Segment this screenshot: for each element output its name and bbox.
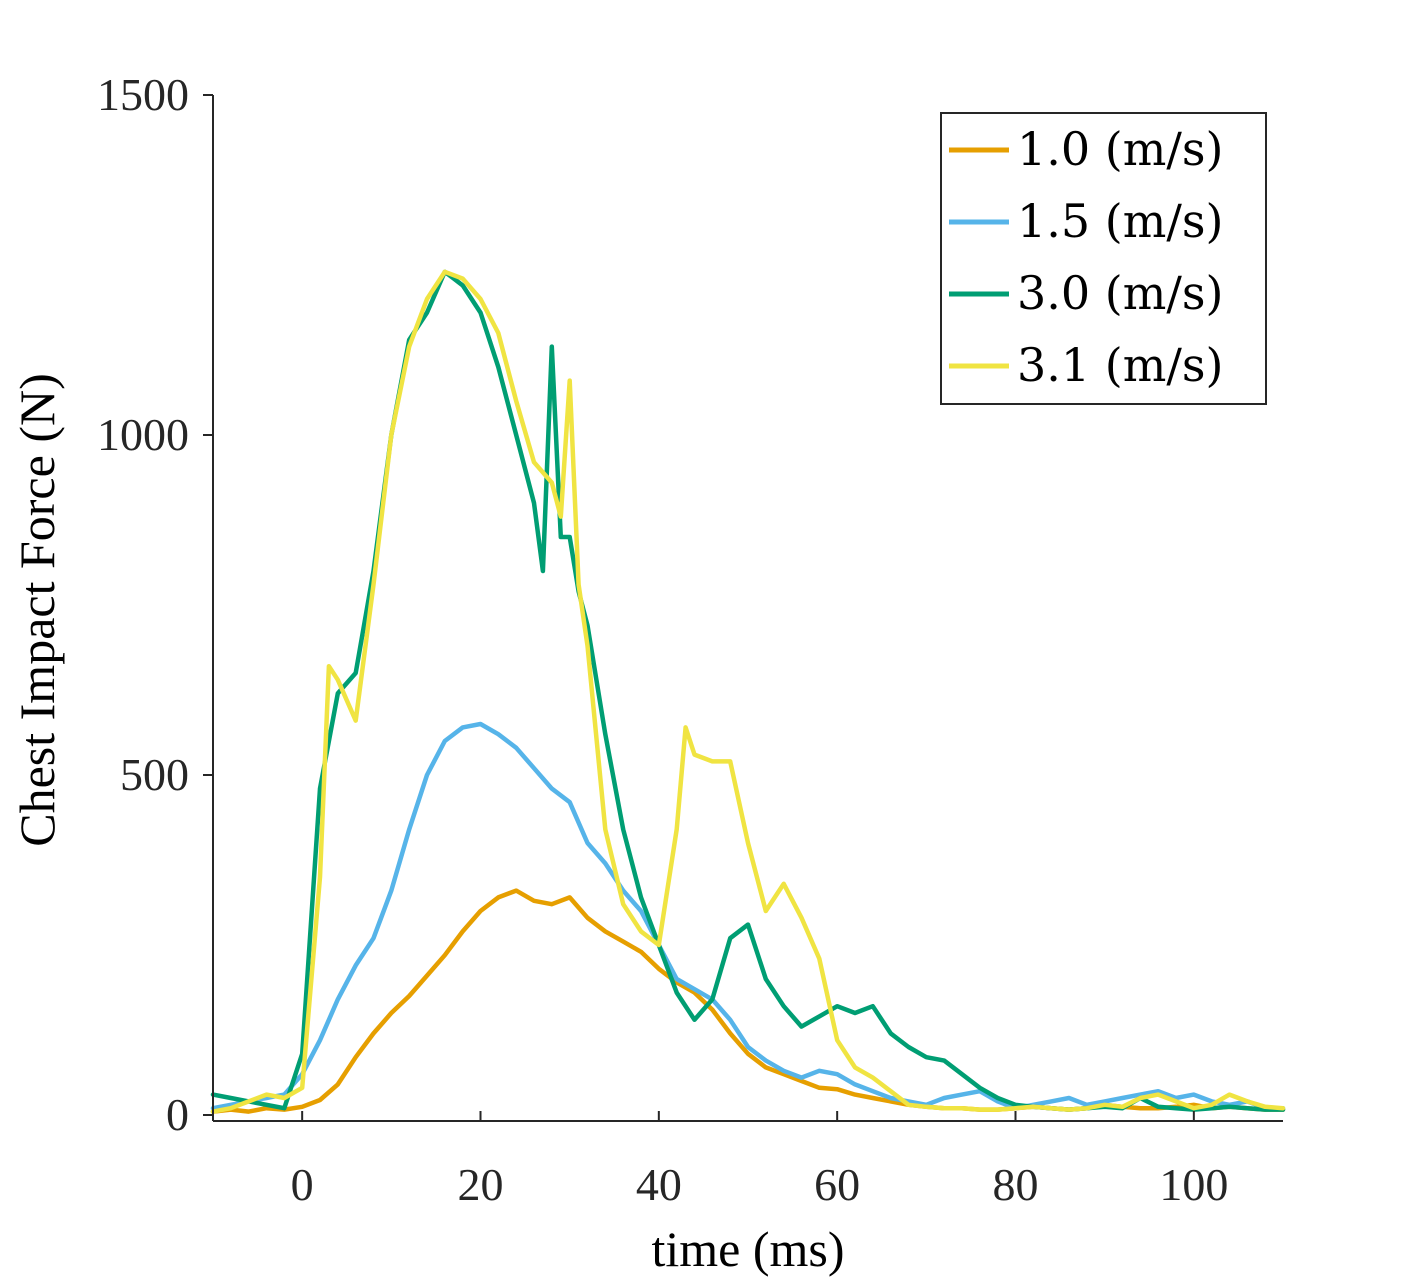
x-tick-label: 40 <box>636 1159 682 1210</box>
x-tick-label: 20 <box>458 1159 504 1210</box>
legend-label: 3.1 (m/s) <box>1017 338 1223 392</box>
legend-label: 3.0 (m/s) <box>1017 266 1223 320</box>
y-tick-label: 1000 <box>97 409 189 460</box>
y-tick-label: 1500 <box>97 69 189 120</box>
series-line-2 <box>210 721 1286 1111</box>
x-axis-title: time (ms) <box>651 1221 844 1277</box>
y-axis: 0 500 1000 1500 <box>97 69 214 1140</box>
x-axis: 0 20 40 60 80 100 <box>213 1111 1283 1210</box>
x-tick-label: 0 <box>291 1159 314 1210</box>
x-tick-label: 80 <box>993 1159 1039 1210</box>
legend-box <box>940 112 1267 405</box>
plot-series <box>210 269 1286 1114</box>
y-tick-label: 0 <box>166 1089 189 1140</box>
legend: 1.0 (m/s) 1.5 (m/s) 3.0 (m/s) 3.1 (m/s) <box>940 112 1267 405</box>
legend-label: 1.5 (m/s) <box>1017 194 1223 248</box>
legend-label: 1.0 (m/s) <box>1017 122 1223 176</box>
x-tick-label: 100 <box>1159 1159 1228 1210</box>
x-tick-label: 60 <box>814 1159 860 1210</box>
y-tick-label: 500 <box>120 749 189 800</box>
series-line-4 <box>210 269 1286 1114</box>
y-axis-title: Chest Impact Force (N) <box>9 373 65 846</box>
